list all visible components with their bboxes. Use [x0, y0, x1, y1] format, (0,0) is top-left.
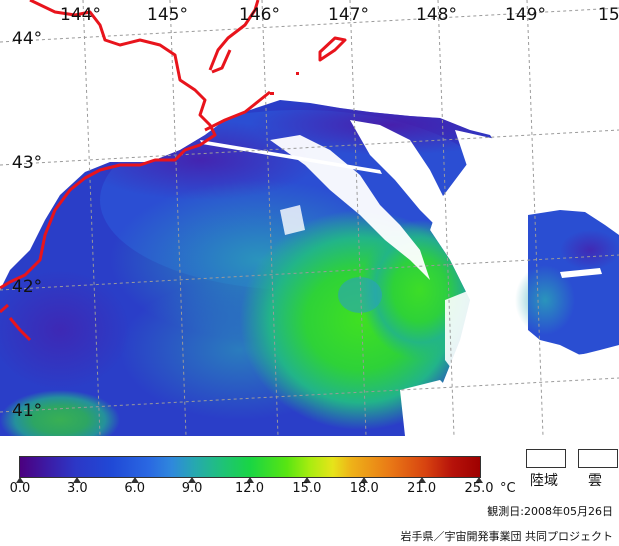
color-scale-tick-label: 12.0 — [235, 481, 264, 496]
lon-label-147: 147° — [328, 5, 369, 25]
lon-label-144: 144° — [60, 5, 101, 25]
land-legend-label: 陸域 — [530, 473, 558, 489]
color-scale-tick-mark — [188, 477, 197, 483]
cloud-streaks — [200, 120, 619, 436]
lon-label-149: 149° — [505, 5, 546, 25]
observation-date: 観測日:2008年05月26日 — [487, 505, 613, 518]
lat-label-43: 43° — [12, 153, 42, 173]
color-scale-tick-label: 3.0 — [67, 481, 88, 496]
color-scale-tick-label: 9.0 — [181, 481, 203, 496]
color-scale-tick-mark — [302, 477, 311, 483]
color-scale-tick-label: 18.0 — [349, 481, 379, 496]
color-scale-tick-mark — [417, 477, 426, 483]
temperature-unit: °C — [500, 481, 516, 496]
coastline — [0, 0, 347, 342]
lon-label-150: 15 — [598, 5, 619, 25]
color-scale-tick-mark — [73, 477, 82, 483]
cloud-legend-label: 雲 — [588, 473, 602, 489]
temperature-color-scale — [19, 456, 481, 478]
lat-label-42: 42° — [12, 277, 42, 297]
color-scale-tick-mark — [245, 477, 254, 483]
lat-label-41: 41° — [12, 401, 42, 421]
lat-label-44: 44° — [12, 29, 42, 49]
color-scale-tick-mark — [16, 477, 24, 483]
lon-label-145: 145° — [147, 5, 188, 25]
color-scale-tick-mark — [360, 477, 369, 483]
color-scale-tick-label: 21.0 — [407, 481, 437, 496]
color-scale-tick-mark — [475, 477, 483, 483]
lon-label-148: 148° — [416, 5, 457, 25]
color-scale-tick-label: 0.0 — [9, 481, 31, 496]
lon-label-146: 146° — [239, 5, 280, 25]
land-legend-swatch — [526, 449, 566, 468]
color-scale-tick-label: 15.0 — [292, 481, 322, 496]
color-scale-tick-label: 6.0 — [124, 481, 146, 496]
color-scale-tick-label: 25.0 — [464, 481, 494, 496]
land-fragments — [270, 72, 299, 95]
project-credit: 岩手県／宇宙開発事業団 共同プロジェクト — [400, 530, 614, 543]
sst-map: 44° 43° 42° 41° 144° 145° 146° 147° 148°… — [0, 0, 619, 436]
cloud-legend-swatch — [578, 449, 618, 468]
color-scale-tick-mark — [130, 477, 139, 483]
